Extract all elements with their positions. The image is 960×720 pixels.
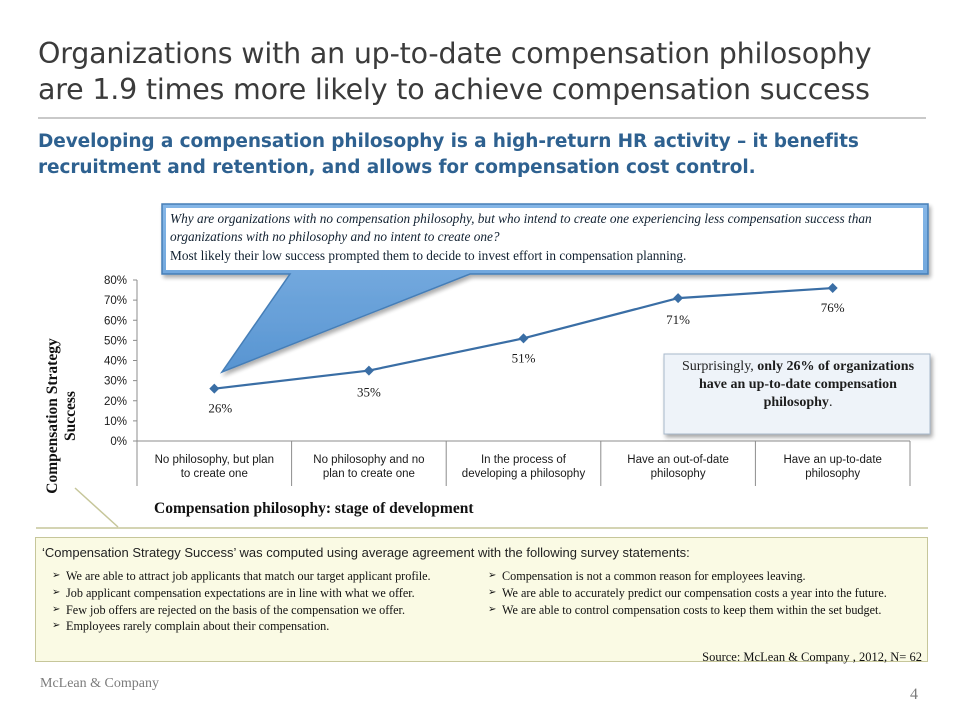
data-point-marker <box>518 333 529 344</box>
slide-title: Organizations with an up-to-date compens… <box>38 37 872 106</box>
note-bullet-right-item: ➢ We are able to accurately predict our c… <box>488 585 918 602</box>
x-axis-title: Compensation philosophy: stage of develo… <box>154 500 474 517</box>
note-bullet-left-item: ➢ We are able to attract job applicants t… <box>52 568 472 585</box>
data-label: 76% <box>821 300 845 315</box>
definition-note-box <box>35 537 928 662</box>
chart-axes: 0% 10% 20% 30% 40% 50% 60% 70% 80% <box>104 275 910 448</box>
x-tick-label: Have an out-of-date philosophy <box>627 454 729 480</box>
callout-bubble <box>161 203 929 374</box>
y-axis-title: Compensation Strategy Success <box>44 338 79 494</box>
callout-question: Why are organizations with no compensati… <box>170 211 872 244</box>
y-tick-label: 70% <box>104 295 127 307</box>
callout-answer: Most likely their low success prompted t… <box>170 248 687 263</box>
note-bullet-left-item: ➢ Employees rarely complain about their c… <box>52 618 472 635</box>
note-bullet-left-text: Few job offers are rejected on the basis… <box>66 602 405 617</box>
arrow-bullet-icon: ➢ <box>52 603 61 615</box>
note-bullet-right-text: We are able to control compensation cost… <box>502 602 882 617</box>
arrow-bullet-icon: ➢ <box>488 603 497 615</box>
x-tick-label: No philosophy and no plan to create one <box>313 454 425 480</box>
note-bullet-left-text: We are able to attract job applicants th… <box>66 569 431 583</box>
arrow-bullet-icon: ➢ <box>52 586 61 598</box>
data-label: 35% <box>357 385 381 400</box>
x-tick-label: Have an up-to-date philosophy <box>783 454 882 480</box>
arrow-bullet-icon: ➢ <box>488 570 497 581</box>
arrow-bullet-icon: ➢ <box>52 570 61 581</box>
surprise-post: . <box>828 395 833 410</box>
data-point-marker <box>827 283 838 294</box>
callout-text: Why are organizations with no compensati… <box>170 210 915 265</box>
note-bullets-right: ➢ Compensation is not a common reason for… <box>488 568 918 618</box>
y-tick-label: 10% <box>104 416 127 428</box>
note-intro: ‘Compensation Strategy Success’ was comp… <box>42 545 690 560</box>
data-point-marker <box>363 365 374 376</box>
surprise-box <box>663 353 931 435</box>
arrow-bullet-icon: ➢ <box>52 620 61 632</box>
note-bullet-right-text: Compensation is not a common reason for … <box>502 569 806 583</box>
y-tick-label: 30% <box>104 376 127 388</box>
data-label: 26% <box>208 401 232 416</box>
note-bullet-right-item: ➢ We are able to control compensation cos… <box>488 602 918 619</box>
data-label-group: 26% 35% 51% 71% 76% <box>208 300 844 416</box>
y-tick-label: 20% <box>104 396 127 408</box>
data-point-marker <box>209 383 220 394</box>
data-point-marker <box>673 293 684 304</box>
y-tick-label: 50% <box>104 335 127 347</box>
note-bullet-left-item: ➢ Job applicant compensation expectations… <box>52 585 472 602</box>
footer-company: McLean & Company <box>40 676 159 691</box>
slide-subtitle: Developing a compensation philosophy is … <box>38 131 859 178</box>
source-note: Source: McLean & Company , 2012, N= 62 <box>702 650 922 664</box>
data-label: 71% <box>666 312 690 327</box>
note-bullet-left-text: Job applicant compensation expectations … <box>66 585 415 600</box>
category-dividers <box>136 441 911 486</box>
note-bullet-left-text: Employees rarely complain about their co… <box>66 619 330 634</box>
surprise-text: Surprisingly, only 26% of organizations … <box>668 358 928 433</box>
note-bullet-right-item: ➢ Compensation is not a common reason for… <box>488 568 918 585</box>
y-tick-label: 80% <box>104 275 127 287</box>
y-tick-label: 40% <box>104 356 127 368</box>
surprise-pre: Surprisingly, <box>681 359 758 374</box>
note-connector <box>74 487 119 528</box>
y-tick-label: 60% <box>104 315 127 327</box>
arrow-bullet-icon: ➢ <box>488 586 497 598</box>
y-tick-label: 0% <box>110 436 127 448</box>
x-tick-label: No philosophy, but plan to create one <box>154 454 274 480</box>
x-tick-label: In the process of developing a philosoph… <box>461 454 586 480</box>
title-divider <box>38 117 926 119</box>
data-label: 51% <box>512 350 536 365</box>
note-bullets-left: ➢ We are able to attract job applicants t… <box>52 568 472 635</box>
series-line-group <box>209 283 838 394</box>
surprise-bold: only 26% of organizations have an up-to-… <box>699 359 915 410</box>
page-number: 4 <box>910 686 918 703</box>
note-bullet-left-item: ➢ Few job offers are rejected on the basi… <box>52 602 472 619</box>
note-bullet-right-text: We are able to accurately predict our co… <box>502 585 887 600</box>
